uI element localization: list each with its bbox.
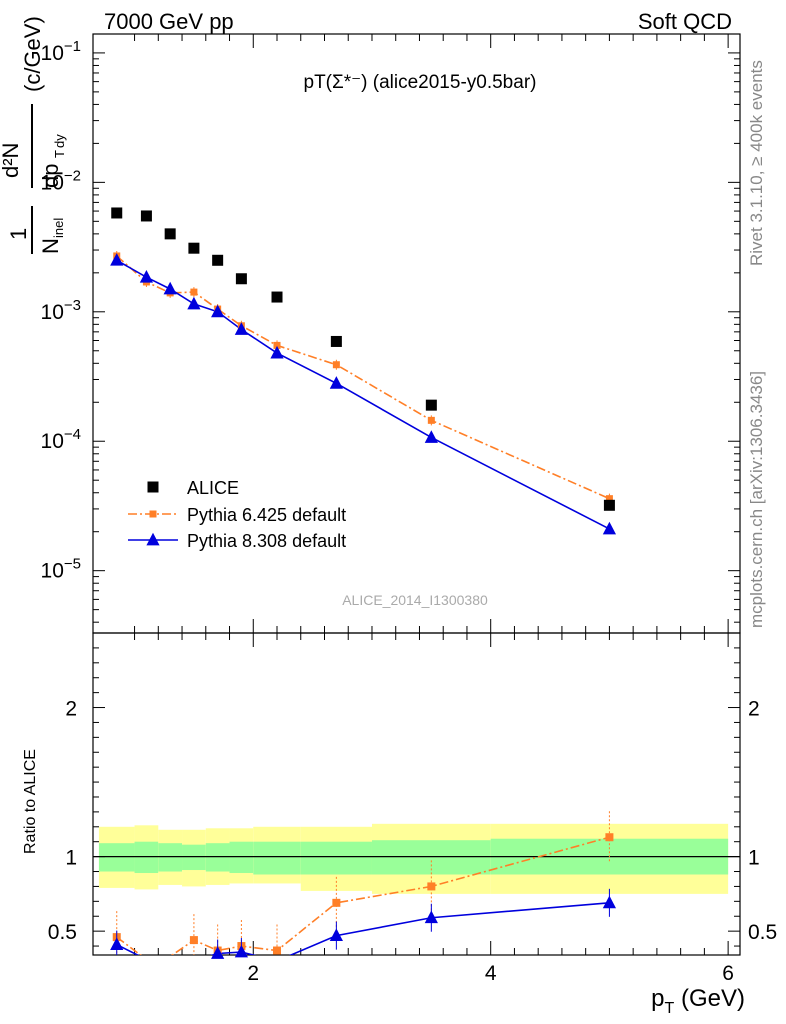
- ratio-py8-point: [329, 928, 343, 942]
- legend-py6-marker: [149, 510, 157, 518]
- alice-point: [235, 273, 247, 285]
- y-title-dp: dp: [38, 164, 63, 188]
- ratio-py6-point: [273, 946, 282, 955]
- py8-point: [211, 304, 225, 318]
- band-inner-segment: [182, 844, 206, 871]
- alice-point: [603, 499, 615, 511]
- py8-point: [163, 281, 177, 295]
- ratio-y-tick-label: 0.5: [48, 921, 77, 944]
- py8-point: [110, 253, 124, 266]
- x-tick-label: 4: [485, 962, 497, 985]
- ratio-y-tick-label: 1: [65, 847, 77, 870]
- py6-line: [116, 255, 610, 500]
- y-title-unit: (c/GeV): [20, 16, 45, 92]
- legend-label: ALICE: [187, 478, 239, 498]
- alice-point: [271, 291, 283, 303]
- y-tick-label: 10−4: [41, 426, 81, 453]
- py8-point: [602, 521, 617, 535]
- x-tick-label: 2: [247, 962, 259, 985]
- py6-point: [427, 416, 435, 424]
- ratio-py8-point: [602, 895, 617, 909]
- y-title-dy: dy: [52, 134, 67, 148]
- ratio-frame: [92, 632, 741, 956]
- ratio-py8-point: [234, 944, 248, 958]
- header-right: Soft QCD: [637, 9, 732, 34]
- ratio-y-tick-label-right: 0.5: [748, 921, 777, 944]
- x-tick-label: 6: [722, 962, 734, 985]
- ratio-py8-point: [424, 910, 438, 924]
- band-inner-segment: [158, 843, 183, 872]
- py6-point: [273, 341, 281, 349]
- py6-point: [190, 288, 198, 296]
- y-tick-label: 10−1: [41, 38, 81, 65]
- legend-label: Pythia 6.425 default: [187, 505, 346, 525]
- legend-alice-marker: [147, 481, 159, 493]
- band-inner-segment: [205, 843, 230, 872]
- py8-line: [116, 259, 610, 530]
- y-title-n: N: [38, 238, 63, 254]
- alice-point: [188, 242, 200, 254]
- y-tick-label: 10−3: [41, 297, 81, 324]
- band-inner-segment: [98, 843, 135, 872]
- py6-point: [332, 361, 340, 369]
- py8-point: [187, 296, 201, 310]
- ratio-py6-point: [427, 882, 436, 891]
- alice-point: [140, 210, 152, 222]
- y-tick-label: 10−2: [41, 167, 81, 194]
- py8-point: [424, 430, 438, 443]
- ratio-py6-point: [332, 898, 341, 907]
- legend-label: Pythia 8.308 default: [187, 531, 346, 551]
- ratio-y-tick-label-right: 1: [748, 847, 760, 870]
- ratio-py6-line: [116, 836, 610, 955]
- alice-point: [111, 207, 123, 219]
- y-title-inel: inel: [51, 218, 66, 238]
- y-title-t: T: [52, 150, 67, 158]
- watermark: ALICE_2014_I1300380: [342, 592, 488, 608]
- x-axis-title: pT (GeV): [651, 985, 745, 1017]
- ratio-y-tick-label: 2: [65, 698, 77, 721]
- alice-point: [212, 254, 224, 266]
- band-inner-segment: [300, 841, 372, 875]
- ratio-py8-point: [211, 946, 225, 959]
- py6-point: [605, 495, 613, 503]
- alice-point: [164, 228, 176, 240]
- py8-point: [234, 322, 248, 335]
- header-left: 7000 GeV pp: [104, 9, 234, 34]
- py8-point: [139, 270, 154, 283]
- py8-point: [270, 345, 284, 359]
- py8-point: [329, 376, 343, 389]
- chart-title: pT(Σ*⁻) (alice2015-y0.5bar): [304, 72, 537, 93]
- band-inner-segment: [134, 841, 159, 874]
- alice-point: [330, 335, 342, 347]
- y-title-one: 1: [6, 228, 31, 240]
- y-tick-label: 10−5: [41, 556, 81, 583]
- ratio-band-group: [93, 823, 740, 894]
- ratio-py8-line: [116, 902, 610, 955]
- ratio-py6-point: [605, 833, 614, 842]
- ratio-y-tick-label-right: 2: [748, 698, 760, 721]
- ratio-py8-point: [110, 937, 124, 950]
- alice-point: [425, 399, 437, 411]
- band-inner-segment: [253, 841, 301, 875]
- band-inner-segment: [229, 841, 254, 874]
- legend-py8-marker: [146, 532, 160, 546]
- y-title-d2n: d²N: [0, 143, 23, 178]
- ratio-py6-point: [189, 936, 198, 945]
